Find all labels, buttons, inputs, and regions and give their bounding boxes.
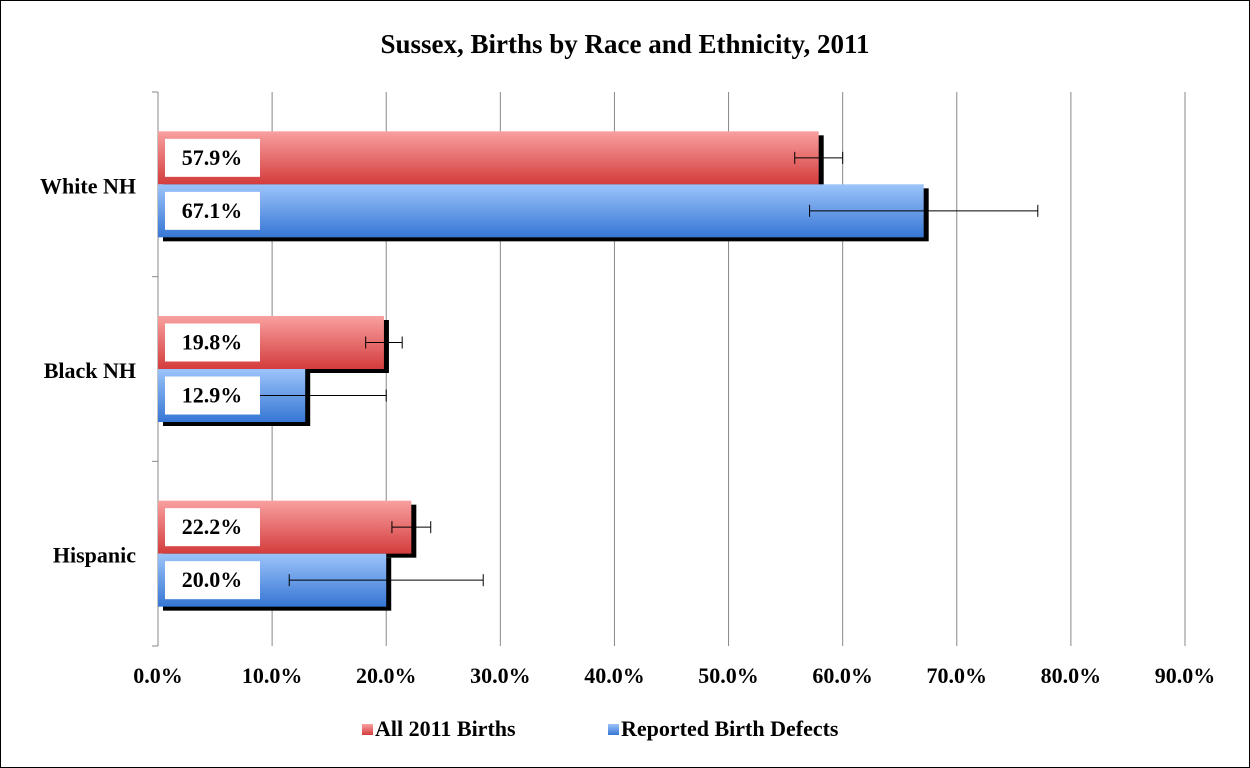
data-label-box [165, 508, 260, 547]
x-tick-label: 40.0% [584, 663, 645, 688]
x-tick-label: 0.0% [133, 663, 183, 688]
legend-swatch [608, 724, 619, 735]
error-bar [365, 336, 403, 349]
x-tick-label: 70.0% [927, 663, 988, 688]
data-label-box [165, 323, 260, 362]
x-tick-label: 60.0% [812, 663, 873, 688]
data-label: 19.8% [182, 330, 243, 355]
data-label-box [165, 376, 260, 415]
data-label: 22.2% [182, 514, 243, 539]
data-label: 67.1% [182, 198, 243, 223]
x-tick-label: 30.0% [470, 663, 531, 688]
x-tick-label: 50.0% [698, 663, 759, 688]
bar [158, 184, 924, 238]
y-tick-label: Black NH [44, 358, 136, 383]
bar [158, 131, 819, 185]
data-label-box [165, 138, 260, 177]
data-label-box [165, 561, 260, 600]
data-label: 20.0% [182, 567, 243, 592]
x-tick-label: 90.0% [1155, 663, 1216, 688]
data-label: 57.9% [182, 145, 243, 170]
data-label-box [165, 191, 260, 230]
x-tick-label: 10.0% [242, 663, 303, 688]
legend-swatch [362, 724, 373, 735]
legend-label: Reported Birth Defects [621, 716, 839, 741]
y-tick-label: Hispanic [53, 543, 136, 568]
x-tick-label: 20.0% [356, 663, 417, 688]
chart-title: Sussex, Births by Race and Ethnicity, 20… [380, 29, 869, 59]
y-tick-label: White NH [40, 173, 136, 198]
legend-label: All 2011 Births [375, 716, 516, 741]
error-bar [809, 204, 1039, 217]
data-label: 12.9% [182, 383, 243, 408]
x-tick-label: 80.0% [1041, 663, 1102, 688]
error-bar [391, 521, 432, 534]
error-bar [288, 574, 484, 587]
error-bar [794, 151, 844, 164]
